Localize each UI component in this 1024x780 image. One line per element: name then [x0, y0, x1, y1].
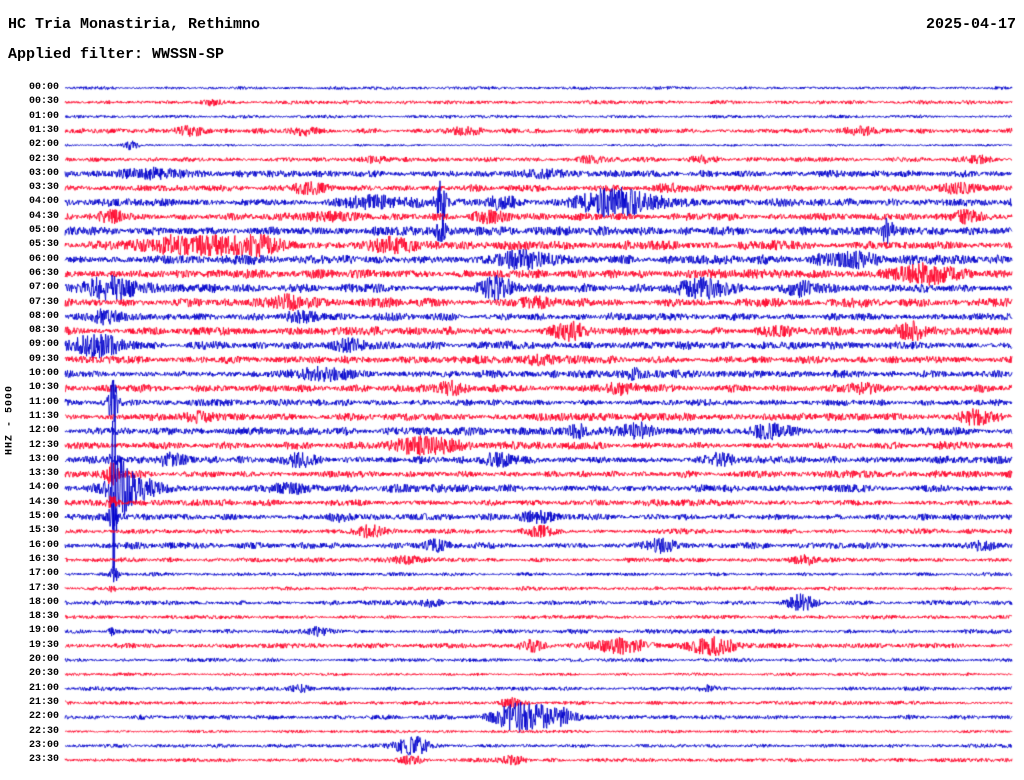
time-label: 13:30 — [28, 468, 59, 480]
time-label: 09:00 — [28, 339, 59, 351]
time-label: 15:30 — [28, 525, 59, 537]
time-label: 00:00 — [28, 82, 59, 93]
time-label: 14:00 — [28, 482, 59, 494]
time-label: 06:30 — [28, 267, 59, 279]
time-label: 11:30 — [28, 410, 59, 422]
time-label: 21:00 — [28, 682, 59, 694]
time-label: 00:30 — [28, 96, 59, 108]
time-label: 10:30 — [28, 382, 59, 394]
filter-label: Applied filter: WWSSN-SP — [8, 46, 225, 63]
time-label: 15:00 — [28, 511, 59, 522]
time-label: 04:30 — [28, 210, 59, 222]
time-label: 18:30 — [28, 611, 59, 623]
time-labels: 00:00 00:30 01:00 01:30 02:00 02:30 03:00 03:30… — [0, 0, 60, 780]
time-label: 17:30 — [28, 582, 59, 594]
time-label: 08:30 — [28, 325, 59, 337]
time-label: 07:30 — [28, 296, 59, 308]
station-title: HC Tria Monastiria, Rethimno — [8, 16, 261, 33]
time-label: 21:30 — [28, 696, 59, 708]
time-label: 10:00 — [28, 368, 59, 379]
time-label: 16:00 — [28, 539, 59, 551]
time-label: 17:00 — [28, 568, 59, 580]
time-label: 02:00 — [28, 139, 59, 151]
time-label: 01:00 — [28, 110, 59, 122]
time-label: 05:30 — [28, 239, 59, 251]
time-label: 22:30 — [28, 725, 59, 737]
time-label: 19:00 — [28, 625, 59, 637]
time-label: 20:00 — [28, 654, 59, 665]
time-label: 20:30 — [28, 668, 59, 680]
time-label: 22:00 — [28, 711, 59, 723]
time-label: 01:30 — [28, 124, 59, 136]
time-label: 11:00 — [28, 396, 59, 408]
time-label: 18:00 — [28, 596, 59, 608]
time-label: 03:00 — [28, 167, 59, 179]
time-label: 03:30 — [28, 182, 59, 194]
time-label: 19:30 — [28, 639, 59, 651]
time-label: 12:30 — [28, 439, 59, 451]
time-label: 04:00 — [28, 196, 59, 208]
time-label: 23:00 — [28, 739, 59, 751]
time-label: 08:00 — [28, 310, 59, 322]
time-label: 14:30 — [28, 496, 59, 508]
record-date: 2025-04-17 — [925, 16, 1016, 33]
time-label: 02:30 — [28, 153, 59, 165]
time-label: 13:00 — [28, 453, 59, 465]
time-label: 07:00 — [28, 282, 59, 294]
time-label: 09:30 — [28, 353, 59, 365]
time-label: 23:30 — [28, 754, 59, 766]
time-label: 16:30 — [28, 553, 59, 565]
time-label: 06:00 — [28, 253, 59, 265]
time-label: 05:00 — [28, 225, 59, 236]
time-label: 12:00 — [28, 425, 59, 437]
